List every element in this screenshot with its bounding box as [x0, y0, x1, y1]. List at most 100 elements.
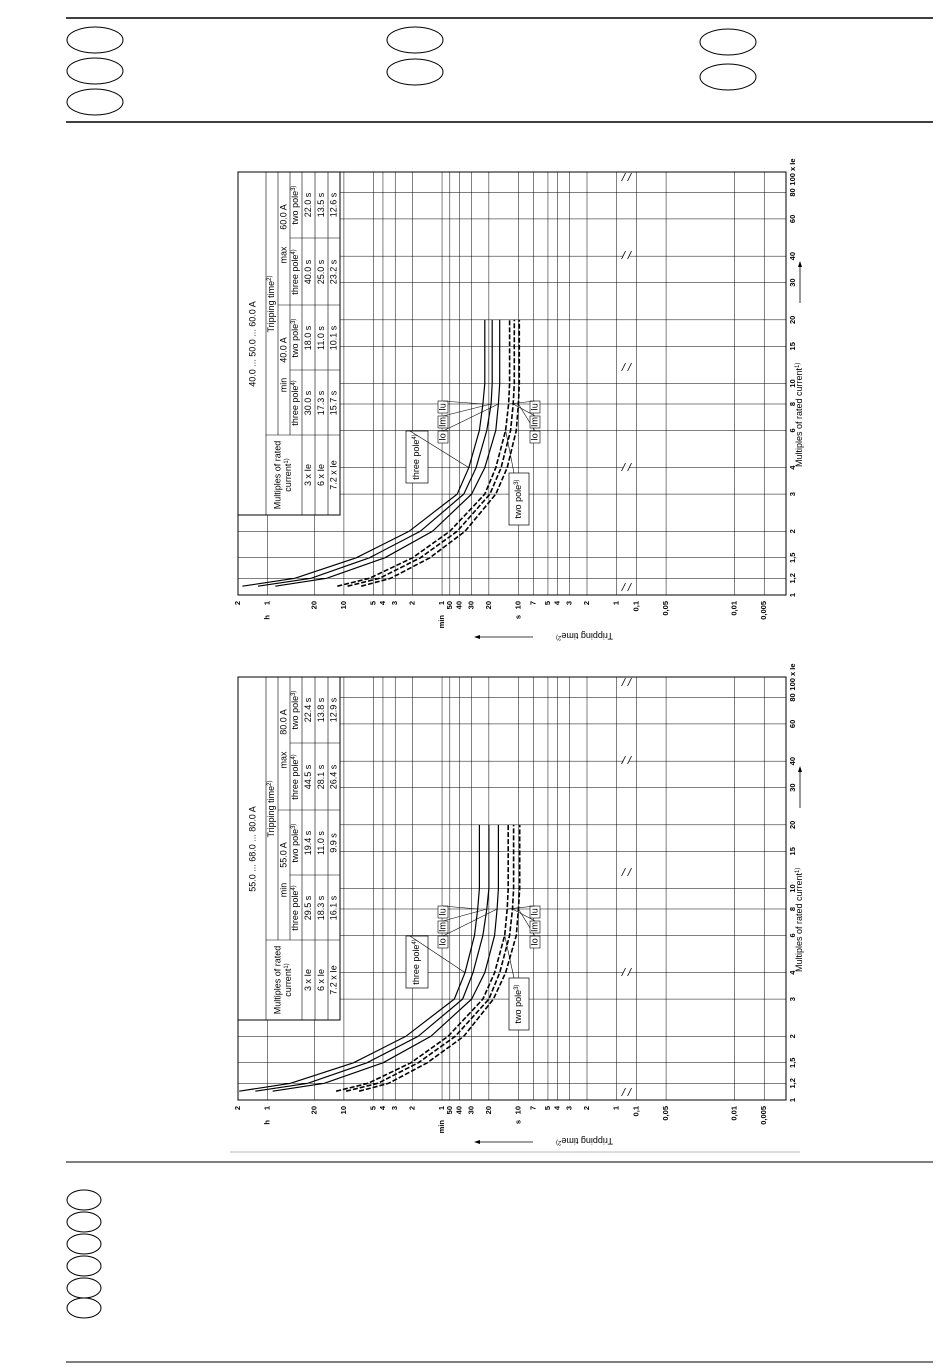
- oval: [386, 26, 444, 54]
- x-tick-label: 80: [788, 693, 797, 701]
- y-tick-label: 5: [543, 601, 552, 605]
- table-cell: 6 x Ie: [316, 969, 326, 991]
- x-tick-label: 30: [788, 783, 797, 791]
- y-tick-label: 2: [582, 601, 591, 605]
- table-cell: 3 x Ie: [303, 464, 313, 486]
- three-pole-label-text: three pole: [411, 440, 421, 480]
- panel-title: 40.0 ... 50.0 ... 60.0 A: [247, 301, 257, 387]
- x-tick-label: 40: [788, 252, 797, 260]
- break-mark: [627, 462, 632, 472]
- y-tick-label: 4: [378, 600, 387, 605]
- table-header-text: current: [283, 463, 293, 492]
- leader-line: [409, 430, 469, 468]
- y-tick-label: 50: [445, 601, 454, 609]
- x-tick-label: 80: [788, 188, 797, 196]
- x-tick-label: 1: [788, 593, 797, 597]
- x-tick-label: 1,2: [788, 1078, 797, 1088]
- axis-arrow-head: [798, 766, 802, 772]
- curve-label: Io: [529, 433, 539, 441]
- y-unit-label: min: [437, 1120, 446, 1134]
- y-tick-label: 10: [339, 601, 348, 609]
- table-cell: 22.4 s: [303, 697, 313, 722]
- y-tick-label: 1: [437, 1106, 446, 1110]
- table-cell: 10.1 s: [328, 325, 338, 350]
- y-tick-label: 2: [407, 601, 416, 605]
- y-tick-label: 2: [233, 601, 242, 605]
- x-axis-title: Multiples of rated current1): [794, 868, 804, 972]
- oval: [66, 57, 124, 85]
- table-header-note: 2): [267, 780, 273, 785]
- break-gap: [623, 756, 630, 764]
- table-header: 40.0 A: [278, 337, 288, 363]
- table-header: min: [278, 883, 288, 898]
- table-cell: 18.3 s: [316, 895, 326, 920]
- x-tick-label: 10: [788, 884, 797, 892]
- leader-line: [508, 400, 536, 405]
- table-header-text: two pole: [290, 696, 300, 730]
- oval: [66, 26, 124, 54]
- leader-line: [505, 430, 515, 474]
- y-tick-label: 0,01: [730, 1106, 739, 1121]
- table-header-note: 1): [284, 458, 290, 463]
- y-tick-label: 5: [543, 1106, 552, 1110]
- y-tick-label: 40: [454, 1106, 463, 1114]
- oval: [699, 63, 757, 91]
- table-header-text: two pole: [290, 191, 300, 225]
- break-gap: [623, 868, 630, 876]
- y-axis-title-text: Tripping time: [561, 631, 613, 641]
- x-tick-label: 4: [788, 970, 797, 975]
- axis-arrow-head: [798, 261, 802, 267]
- break-mark: [627, 867, 632, 877]
- table-cell: 13.5 s: [316, 192, 326, 217]
- y-tick-label: 3: [565, 601, 574, 605]
- y-axis-title-note: 2): [556, 1139, 561, 1145]
- break-mark: [627, 250, 632, 260]
- y-tick-label: 30: [467, 601, 476, 609]
- x-tick-label: 6: [788, 428, 797, 432]
- table-header: two pole3): [290, 186, 300, 225]
- curve: [347, 319, 516, 587]
- y-tick-label: 1: [263, 601, 272, 605]
- chart-panel: 2 1 20 10 5 4 3 2 150 40 30 20 10 7 5 4 3 2 1 0,1 0,05 0,01 0,…: [233, 158, 804, 640]
- oval: [66, 88, 124, 116]
- y-tick-label: 7: [529, 601, 538, 605]
- y-tick-label: 3: [565, 1106, 574, 1110]
- y-tick-label: 0,01: [730, 601, 739, 616]
- x-axis-title-text: Multiples of rated current: [794, 872, 804, 972]
- break-mark: [621, 172, 626, 182]
- y-tick-label: 0,1: [632, 1106, 641, 1116]
- leader-line: [504, 935, 515, 979]
- table-cell: 30.0 s: [303, 390, 313, 415]
- break-gap: [623, 173, 630, 181]
- table-header-text: two pole: [290, 829, 300, 863]
- table-header-note: 4): [291, 249, 297, 254]
- two-pole-label-text: two pole: [513, 485, 523, 519]
- table-cell: 23.2 s: [328, 259, 338, 284]
- table-header: Tripping time2): [266, 780, 276, 837]
- y-tick-label: 0,1: [632, 601, 641, 611]
- table-cell: 6 x Ie: [316, 464, 326, 486]
- table-cell: 7.2 x Ie: [328, 965, 338, 995]
- table-header-text: two pole: [290, 324, 300, 358]
- curve-label: Io: [529, 938, 539, 946]
- x-tick-label: 1: [788, 1098, 797, 1102]
- x-tick-label: 15: [788, 342, 797, 350]
- table-header-note: 3): [291, 186, 297, 191]
- oval: [699, 28, 757, 56]
- table-header-note: 3): [291, 824, 297, 829]
- y-tick-label: 3: [390, 601, 399, 605]
- curve: [255, 824, 490, 1092]
- table-header-note: 4): [291, 885, 297, 890]
- y-unit-label: s: [513, 1120, 522, 1124]
- y-tick-label: 2: [233, 1106, 242, 1110]
- table-header-text: Tripping time: [266, 281, 276, 333]
- y-tick-label: 4: [378, 1105, 387, 1110]
- three-pole-label-note: 4): [412, 434, 418, 439]
- table-header-text: current: [283, 968, 293, 997]
- x-tick-label: 40: [788, 757, 797, 765]
- curve: [239, 824, 480, 1092]
- x-tick-label: 100 x Ie: [788, 663, 797, 690]
- break-mark: [621, 1087, 626, 1097]
- leader-line: [507, 905, 536, 910]
- table-header: three pole4): [290, 380, 300, 425]
